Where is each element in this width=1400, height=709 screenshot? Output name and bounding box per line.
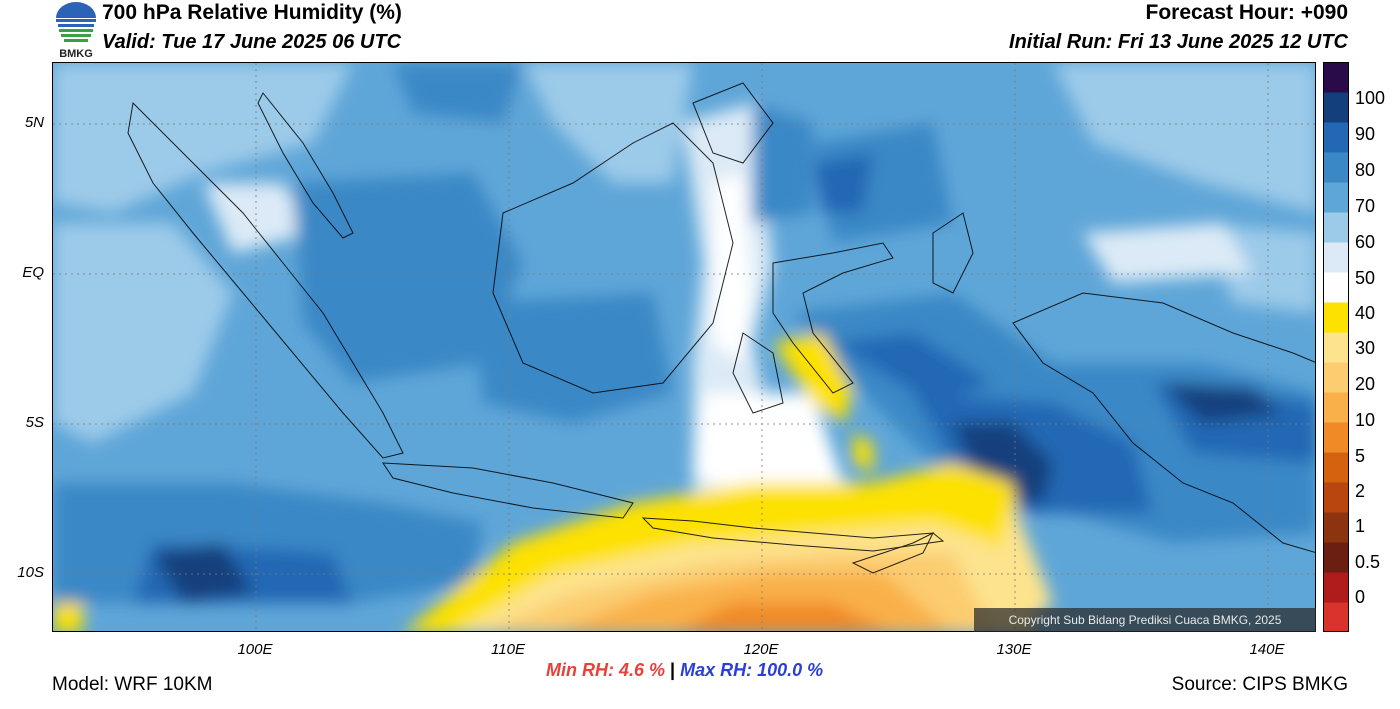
colorbar-segment [1323, 242, 1349, 273]
colorbar-label-70: 70 [1355, 196, 1376, 216]
colorbar-label-5: 5 [1355, 446, 1366, 466]
forecast-hour: Forecast Hour: +090 [1145, 1, 1349, 24]
min-rh-value: 4.6 % [619, 660, 666, 680]
bmkg-logo [52, 0, 100, 60]
lat-label-eq: EQ [22, 264, 44, 281]
lon-label-130e: 130E [996, 641, 1032, 658]
colorbar-segment [1323, 602, 1349, 633]
colorbar-label-100: 100 [1355, 88, 1386, 108]
chart-title: 700 hPa Relative Humidity (%) [102, 1, 402, 24]
initial-run: Initial Run: Fri 13 June 2025 12 UTC [1009, 31, 1348, 53]
valid-time: Valid: Tue 17 June 2025 06 UTC [102, 31, 402, 53]
lon-label-100e: 100E [237, 641, 273, 658]
data-source: Source: CIPS BMKG [1171, 674, 1348, 695]
colorbar-label-0-5: 0.5 [1355, 552, 1381, 572]
lat-label-5n: 5N [24, 114, 44, 131]
colorbar-label-2: 2 [1355, 481, 1366, 501]
colorbar-label-1: 1 [1355, 516, 1366, 536]
colorbar-segment [1323, 332, 1349, 363]
model-name: Model: WRF 10KM [52, 674, 213, 695]
colorbar-segment [1323, 572, 1349, 603]
colorbar-label-50: 50 [1355, 268, 1376, 288]
lon-label-120e: 120E [743, 641, 779, 658]
colorbar-segment [1323, 182, 1349, 213]
colorbar-segment [1323, 62, 1349, 93]
colorbar-label-0: 0 [1355, 587, 1366, 607]
colorbar-label-30: 30 [1355, 338, 1376, 358]
colorbar-segment [1323, 92, 1349, 123]
max-rh-label: Max RH: [680, 660, 753, 680]
colorbar-segment [1323, 152, 1349, 183]
colorbar-segment [1323, 452, 1349, 483]
min-rh-label: Min RH: [546, 660, 614, 680]
copyright-note: Copyright Sub Bidang Prediksi Cuaca BMKG… [974, 608, 1316, 632]
colorbar-segment [1323, 212, 1349, 243]
lon-label-110e: 110E [491, 641, 525, 658]
colorbar-segment [1323, 122, 1349, 153]
colorbar [1323, 62, 1349, 633]
max-rh-value: 100.0 % [757, 660, 824, 680]
colorbar-segment [1323, 392, 1349, 423]
lat-label-10s: 10S [17, 564, 44, 581]
humidity-map [52, 62, 1316, 632]
colorbar-border [1323, 62, 1349, 632]
colorbar-segment [1323, 512, 1349, 543]
colorbar-segment [1323, 302, 1349, 333]
logo-text: BMKG [59, 48, 93, 60]
colorbar-segment [1323, 362, 1349, 393]
lat-label-5s: 5S [25, 414, 44, 431]
colorbar-label-80: 80 [1355, 160, 1376, 180]
colorbar-label-40: 40 [1355, 303, 1376, 323]
colorbar-segment [1323, 542, 1349, 573]
lon-label-140e: 140E [1249, 641, 1285, 658]
colorbar-label-90: 90 [1355, 124, 1376, 144]
colorbar-segment [1323, 482, 1349, 513]
rh-stats: Min RH: 4.6 % | Max RH: 100.0 % [546, 660, 823, 681]
colorbar-segment [1323, 422, 1349, 453]
stats-separator: | [670, 660, 676, 680]
colorbar-label-10: 10 [1355, 410, 1376, 430]
colorbar-label-60: 60 [1355, 232, 1376, 252]
colorbar-label-20: 20 [1355, 374, 1376, 394]
colorbar-segment [1323, 272, 1349, 303]
